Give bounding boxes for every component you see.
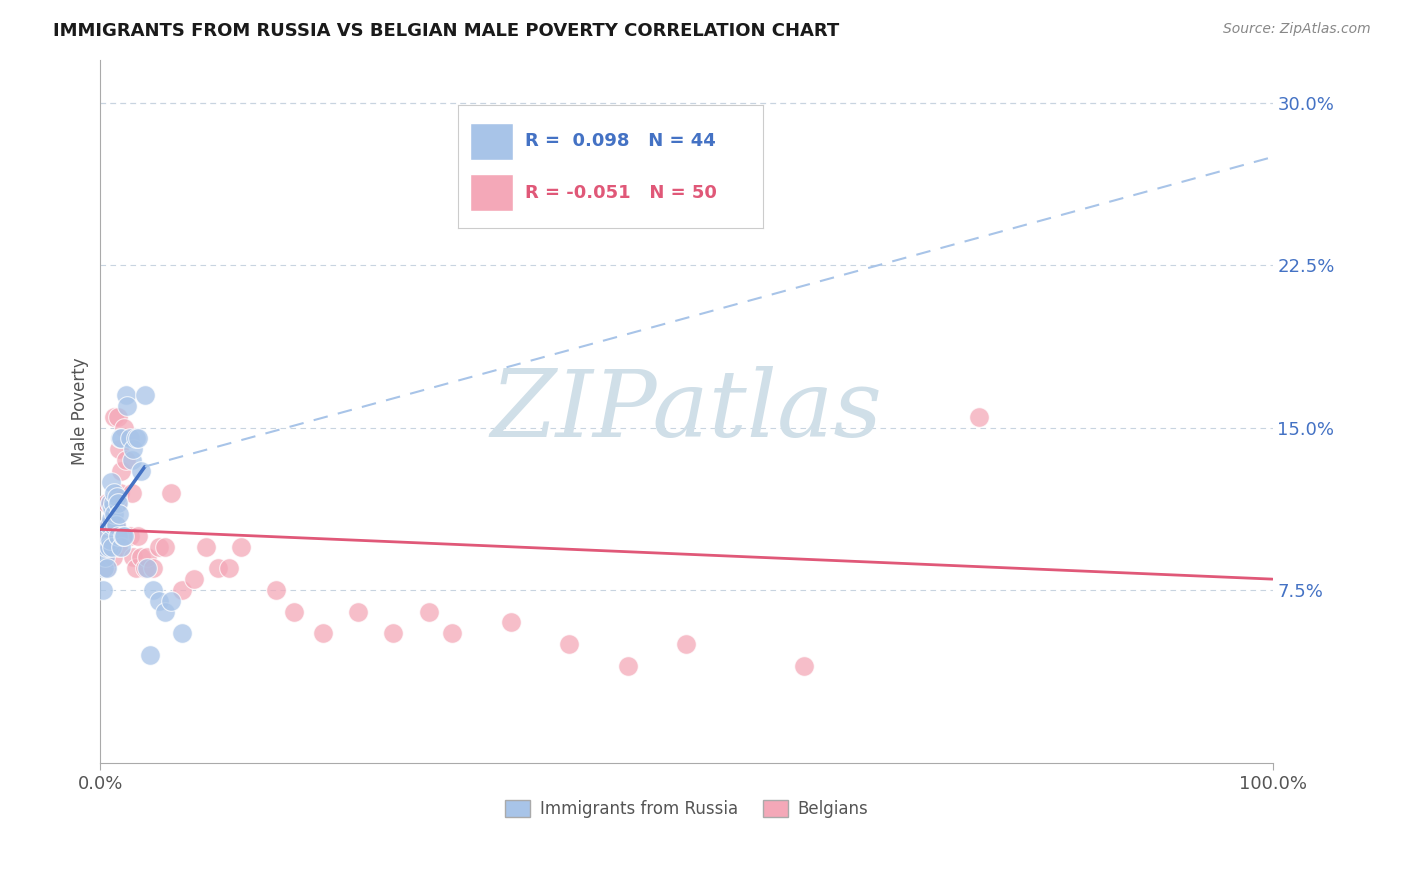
- Text: IMMIGRANTS FROM RUSSIA VS BELGIAN MALE POVERTY CORRELATION CHART: IMMIGRANTS FROM RUSSIA VS BELGIAN MALE P…: [53, 22, 839, 40]
- Point: [104, 518, 127, 533]
- Point: [159, 594, 181, 608]
- Point: [115, 388, 138, 402]
- Point: [107, 496, 129, 510]
- Point: [110, 432, 132, 446]
- Point: [103, 550, 125, 565]
- Point: [142, 561, 165, 575]
- Point: [103, 507, 125, 521]
- Point: [108, 507, 131, 521]
- Point: [103, 409, 125, 424]
- Point: [118, 432, 141, 446]
- Point: [347, 605, 370, 619]
- Point: [96, 561, 118, 575]
- Point: [617, 658, 640, 673]
- Point: [148, 594, 170, 608]
- Point: [134, 388, 156, 402]
- Point: [98, 533, 121, 548]
- Point: [499, 615, 522, 630]
- Point: [172, 626, 194, 640]
- Point: [229, 540, 252, 554]
- Point: [100, 511, 122, 525]
- Point: [312, 626, 335, 640]
- Point: [136, 561, 159, 575]
- Point: [97, 518, 120, 533]
- Point: [97, 518, 120, 533]
- Y-axis label: Male Poverty: Male Poverty: [72, 358, 89, 465]
- Point: [131, 550, 153, 565]
- Point: [96, 529, 118, 543]
- Point: [122, 550, 145, 565]
- Legend: Immigrants from Russia, Belgians: Immigrants from Russia, Belgians: [498, 794, 875, 825]
- Point: [100, 475, 122, 489]
- Point: [264, 582, 287, 597]
- Point: [107, 529, 129, 543]
- Point: [124, 432, 146, 446]
- Point: [101, 500, 124, 515]
- Point: [94, 550, 117, 565]
- Text: Source: ZipAtlas.com: Source: ZipAtlas.com: [1223, 22, 1371, 37]
- Point: [118, 529, 141, 543]
- Point: [97, 540, 120, 554]
- Point: [675, 637, 697, 651]
- Point: [183, 572, 205, 586]
- Point: [94, 540, 117, 554]
- Point: [148, 540, 170, 554]
- Point: [103, 485, 125, 500]
- Point: [159, 485, 181, 500]
- Point: [131, 464, 153, 478]
- Point: [98, 496, 121, 510]
- Point: [111, 529, 134, 543]
- Point: [121, 453, 143, 467]
- Point: [124, 561, 146, 575]
- Point: [110, 540, 132, 554]
- Point: [107, 540, 129, 554]
- Point: [382, 626, 405, 640]
- Point: [103, 496, 125, 510]
- Point: [107, 409, 129, 424]
- Point: [96, 540, 118, 554]
- Point: [153, 540, 176, 554]
- Point: [101, 540, 124, 554]
- Point: [194, 540, 217, 554]
- Point: [283, 605, 305, 619]
- Point: [558, 637, 581, 651]
- Point: [153, 605, 176, 619]
- Point: [793, 658, 815, 673]
- Point: [418, 605, 440, 619]
- Point: [138, 648, 160, 662]
- Point: [96, 561, 118, 575]
- Point: [104, 518, 127, 533]
- Point: [112, 529, 135, 543]
- Point: [121, 485, 143, 500]
- Point: [127, 529, 149, 543]
- Point: [115, 453, 138, 467]
- Point: [127, 432, 149, 446]
- Point: [110, 464, 132, 478]
- Point: [142, 582, 165, 597]
- Point: [122, 442, 145, 457]
- Text: ZIPatlas: ZIPatlas: [491, 367, 883, 457]
- Point: [117, 399, 139, 413]
- Point: [91, 582, 114, 597]
- Point: [105, 496, 128, 510]
- Point: [110, 485, 132, 500]
- Point: [93, 561, 115, 575]
- Point: [101, 540, 124, 554]
- Point: [207, 561, 229, 575]
- Point: [98, 496, 121, 510]
- Point: [218, 561, 240, 575]
- Point: [134, 561, 156, 575]
- Point: [969, 409, 991, 424]
- Point: [105, 490, 128, 504]
- Point: [110, 432, 132, 446]
- Point: [136, 550, 159, 565]
- Point: [172, 582, 194, 597]
- Point: [103, 518, 125, 533]
- Point: [100, 529, 122, 543]
- Point: [440, 626, 463, 640]
- Point: [112, 420, 135, 434]
- Point: [93, 529, 115, 543]
- Point: [96, 496, 118, 510]
- Point: [108, 442, 131, 457]
